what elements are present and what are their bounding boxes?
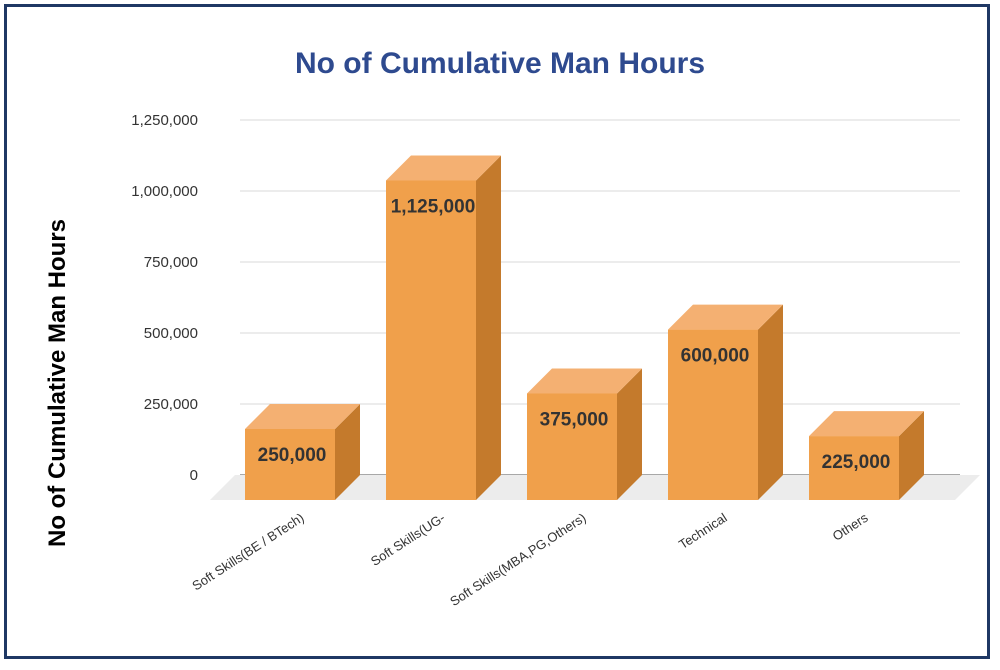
y-tick-label: 1,250,000 [131, 112, 198, 129]
y-tick-label: 1,000,000 [131, 183, 198, 200]
bar-top [245, 404, 360, 429]
y-tick-label: 500,000 [144, 325, 198, 342]
bar-top [386, 155, 501, 181]
bar: 225,000 [809, 411, 924, 500]
x-tick-label: Soft Skills(MBA,PG,Others) [447, 510, 588, 609]
bar-side [476, 155, 501, 500]
x-tick-labels: Soft Skills(BE / BTech) Soft Skills(UG- So… [189, 510, 871, 609]
data-label: 375,000 [540, 410, 609, 431]
y-tick-labels: 0 250,000 500,000 750,000 1,000,000 1,250,000 [131, 112, 198, 484]
y-tick-label: 250,000 [144, 396, 198, 413]
chart-title: No of Cumulative Man Hours [295, 47, 705, 80]
bars: 250,000 1,125,000 375,000 600,000 225,000 [245, 155, 924, 500]
x-tick-label: Soft Skills(BE / BTech) [189, 510, 306, 593]
x-tick-label: Others [830, 510, 871, 544]
x-tick-label: Soft Skills(UG- [368, 510, 448, 569]
data-label: 225,000 [822, 452, 891, 473]
y-tick-label: 0 [190, 467, 198, 484]
bar-side [335, 404, 360, 500]
bar-front [668, 329, 758, 500]
bar-front [386, 180, 476, 500]
data-label: 1,125,000 [391, 197, 476, 218]
bar: 250,000 [245, 404, 360, 500]
x-tick-label: Technical [676, 510, 730, 552]
bar: 375,000 [527, 368, 642, 500]
bar-side [617, 368, 642, 500]
bar-top [527, 368, 642, 394]
bar-side [758, 304, 783, 500]
y-axis-label: No of Cumulative Man Hours [44, 219, 71, 547]
bar: 600,000 [668, 304, 783, 500]
bar-front [245, 429, 335, 500]
bar-front [809, 436, 899, 500]
data-label: 250,000 [258, 445, 327, 466]
bar-side [899, 411, 924, 500]
y-tick-label: 750,000 [144, 254, 198, 271]
bar-top [668, 304, 783, 330]
bar-top [809, 411, 924, 437]
data-label: 600,000 [681, 346, 750, 367]
bar-front [527, 393, 617, 500]
bar: 1,125,000 [386, 155, 501, 500]
